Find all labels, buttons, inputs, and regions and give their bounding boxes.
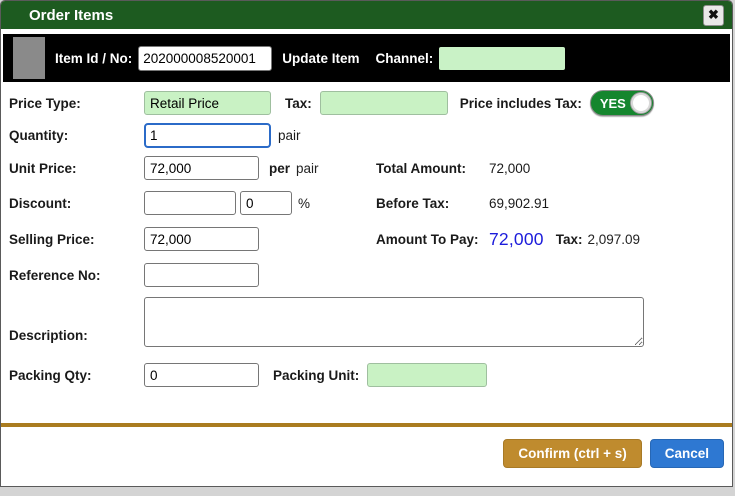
price-includes-tax-label: Price includes Tax: xyxy=(459,95,582,111)
price-type-row: Price Type: Tax: Price includes Tax: YES xyxy=(9,90,724,116)
price-type-label: Price Type: xyxy=(9,95,81,111)
description-row: Description: xyxy=(9,297,724,347)
per-label: per xyxy=(269,160,291,176)
item-image-placeholder xyxy=(13,37,45,79)
toggle-on-text: YES xyxy=(599,95,626,111)
reference-no-input[interactable] xyxy=(144,263,259,287)
unit-price-label: Unit Price: xyxy=(9,160,77,176)
packing-qty-input[interactable] xyxy=(144,363,259,387)
packing-unit-label: Packing Unit: xyxy=(273,367,360,383)
close-icon: ✖ xyxy=(708,7,719,22)
page-background-strip xyxy=(0,487,735,495)
dialog-title: Order Items xyxy=(29,6,114,24)
packing-unit-input[interactable] xyxy=(367,363,488,387)
order-items-dialog: Order Items ✖ Item Id / No: Update Item … xyxy=(0,0,733,487)
packing-row: Packing Qty: Packing Unit: xyxy=(9,363,724,387)
dialog-titlebar: Order Items ✖ xyxy=(1,1,732,31)
footer-divider xyxy=(1,423,732,427)
selling-price-input[interactable] xyxy=(144,227,259,251)
update-item-button[interactable]: Update Item xyxy=(282,50,360,66)
price-type-input[interactable] xyxy=(144,91,271,115)
reference-no-row: Reference No: xyxy=(9,263,724,287)
tax-label: Tax: xyxy=(285,95,312,111)
item-id-input[interactable] xyxy=(138,45,273,71)
quantity-unit-text: pair xyxy=(278,128,301,143)
total-amount-value: 72,000 xyxy=(489,160,531,176)
quantity-row: Quantity: pair xyxy=(9,123,724,148)
item-id-label: Item Id / No: xyxy=(55,50,133,66)
before-tax-value: 69,902.91 xyxy=(489,195,550,211)
description-label: Description: xyxy=(9,328,88,343)
before-tax-label: Before Tax: xyxy=(376,195,450,211)
confirm-button[interactable]: Confirm (ctrl + s) xyxy=(503,439,642,468)
percent-sign: % xyxy=(298,195,311,211)
packing-qty-label: Packing Qty: xyxy=(9,367,92,383)
description-textarea[interactable] xyxy=(144,297,644,347)
price-includes-tax-toggle[interactable]: YES xyxy=(589,90,654,116)
channel-label: Channel: xyxy=(375,50,434,66)
quantity-input[interactable] xyxy=(144,123,271,148)
selling-price-row: Selling Price: Amount To Pay: 72,000 Tax… xyxy=(9,227,724,251)
total-amount-label: Total Amount: xyxy=(376,160,466,176)
amount-to-pay-value: 72,000 xyxy=(489,228,544,249)
unit-price-input[interactable] xyxy=(144,156,259,180)
footer-buttons: Confirm (ctrl + s) Cancel xyxy=(1,427,732,478)
selling-price-label: Selling Price: xyxy=(9,231,95,247)
amount-to-pay-label: Amount To Pay: xyxy=(376,231,479,247)
discount-label: Discount: xyxy=(9,195,72,211)
dialog-footer: Confirm (ctrl + s) Cancel xyxy=(1,423,732,478)
tax-input[interactable] xyxy=(319,91,448,115)
toggle-knob-icon xyxy=(629,92,652,114)
per-unit-text: pair xyxy=(296,160,319,176)
cancel-button[interactable]: Cancel xyxy=(649,439,724,468)
unit-price-row: Unit Price: per pair Total Amount: 72,00… xyxy=(9,156,724,180)
discount-amount-input[interactable] xyxy=(144,191,236,215)
amount-tax-value: 2,097.09 xyxy=(587,231,641,247)
discount-percent-input[interactable] xyxy=(240,191,292,215)
amount-to-pay-group: 72,000 Tax: 2,097.09 xyxy=(489,229,640,250)
reference-no-label: Reference No: xyxy=(9,267,101,283)
item-header-band: Item Id / No: Update Item Channel: xyxy=(3,34,730,82)
order-item-form: Price Type: Tax: Price includes Tax: YES… xyxy=(1,82,732,387)
close-button[interactable]: ✖ xyxy=(703,4,724,26)
discount-row: Discount: % Before Tax: 69,902.91 xyxy=(9,191,724,215)
amount-tax-label: Tax: xyxy=(555,231,583,247)
channel-input[interactable] xyxy=(439,46,566,70)
quantity-label: Quantity: xyxy=(9,128,69,143)
